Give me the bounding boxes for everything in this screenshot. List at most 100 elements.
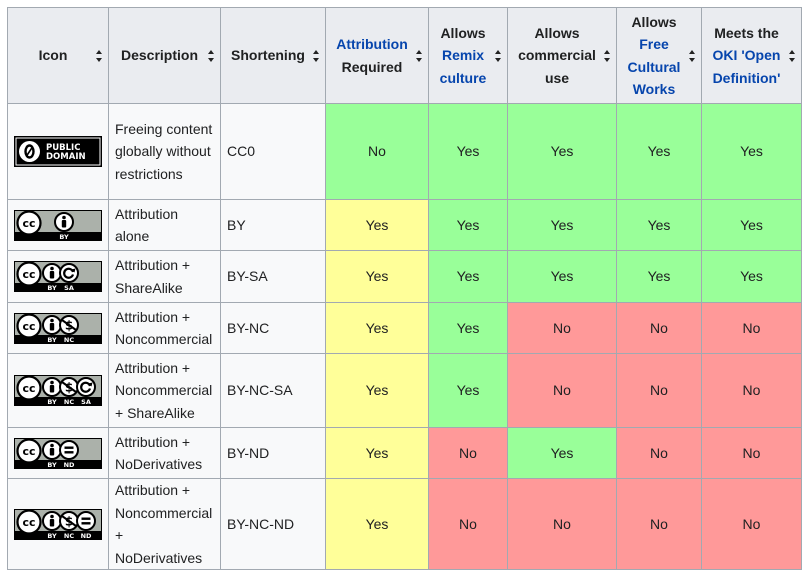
header-link[interactable]: OKI 'Open	[712, 47, 781, 64]
column-header-remix[interactable]: Allows Remix culture	[428, 7, 508, 104]
cell-attribution: Yes	[325, 250, 429, 303]
table-row: cc BY ND Attribution + NoDerivatives BY-ND Ye…	[7, 427, 802, 479]
header-link[interactable]: Works	[632, 81, 676, 97]
cell-remix: Yes	[428, 199, 508, 251]
cell-remix: Yes	[428, 353, 508, 428]
badge-label: SA	[81, 398, 91, 406]
cell-attribution: Yes	[325, 302, 429, 354]
cell-commercial: Yes	[507, 250, 617, 303]
badge-label: BY	[47, 336, 57, 344]
cc-logo-icon: cc	[16, 209, 42, 236]
nc-symbol-icon: $	[59, 314, 79, 335]
sa-symbol-icon	[59, 263, 79, 283]
header-text: Icon	[38, 47, 68, 64]
sort-arrows-icon[interactable]	[789, 49, 796, 62]
cell-free: Yes	[616, 199, 702, 251]
column-header-attribution[interactable]: Attribution Required	[325, 7, 429, 104]
svg-text:cc: cc	[22, 217, 35, 230]
by-symbol-icon	[42, 439, 62, 460]
table-row: cc $BY NC SA Attribution + Noncommercial + S…	[7, 353, 802, 428]
license-description: Attribution + NoDerivatives	[108, 427, 221, 479]
sort-arrows-icon[interactable]	[416, 49, 423, 62]
license-badge-by-nc-icon: cc $BY NC	[14, 312, 102, 344]
svg-text:cc: cc	[22, 268, 35, 281]
license-shortening: BY-ND	[220, 427, 326, 479]
license-icon-cell: cc $BY NC SA	[7, 353, 109, 428]
sort-arrows-icon[interactable]	[208, 49, 215, 62]
nd-symbol-icon	[59, 439, 79, 460]
sort-arrows-icon[interactable]	[96, 49, 103, 62]
nd-symbol-icon	[76, 510, 96, 531]
cc-logo-icon: cc	[16, 375, 42, 401]
badge-label: BY	[47, 461, 57, 469]
table-row: PUBLIC DOMAIN Freeing content globally wit…	[7, 103, 802, 200]
cell-remix: Yes	[428, 103, 508, 200]
badge-label: SA	[64, 284, 74, 292]
column-header-icon[interactable]: Icon	[7, 7, 109, 104]
cell-attribution: Yes	[325, 478, 429, 570]
zero-symbol-icon	[19, 141, 40, 162]
by-symbol-icon	[42, 263, 62, 283]
sort-arrows-icon[interactable]	[313, 49, 320, 62]
header-link[interactable]: culture	[439, 69, 487, 86]
sort-arrows-icon[interactable]	[495, 49, 502, 62]
header-link[interactable]: Cultural	[627, 58, 681, 75]
svg-text:cc: cc	[22, 382, 35, 395]
license-shortening: BY-NC-SA	[220, 353, 326, 428]
cc-logo-icon: cc	[16, 261, 42, 287]
table-row: cc BY Attribution alone BY Yes Yes Yes Yes Yes	[7, 199, 802, 251]
header-link[interactable]: Free	[639, 36, 669, 52]
license-icon-cell: cc BY	[7, 199, 109, 251]
cell-oki: No	[701, 427, 802, 479]
by-symbol-icon	[42, 314, 62, 335]
sort-arrows-icon[interactable]	[689, 49, 696, 62]
header-link[interactable]: Attribution	[336, 36, 408, 52]
badge-label: BY	[47, 284, 57, 292]
column-header-shortening[interactable]: Shortening	[220, 7, 326, 104]
table-row: cc BY SA Attribution + ShareAlike BY-SA Yes Ye…	[7, 250, 802, 303]
badge-label: ND	[81, 532, 92, 540]
cell-remix: No	[428, 478, 508, 570]
cell-free: Yes	[616, 103, 702, 200]
license-shortening: BY-NC-ND	[220, 478, 326, 570]
license-description: Attribution + Noncommercial	[108, 302, 221, 354]
license-icon-cell: PUBLIC DOMAIN	[7, 103, 109, 200]
cell-remix: Yes	[428, 250, 508, 303]
cell-oki: Yes	[701, 250, 802, 303]
cell-attribution: No	[325, 103, 429, 200]
license-description: Freeing content globally without restric…	[108, 103, 221, 200]
badge-label: DOMAIN	[46, 152, 86, 162]
cell-attribution: Yes	[325, 427, 429, 479]
badge-label: NC	[64, 532, 74, 540]
column-header-commercial[interactable]: Allows commercial use	[507, 7, 617, 104]
license-shortening: BY	[220, 199, 326, 251]
by-symbol-icon	[54, 211, 74, 232]
license-description: Attribution + Noncommercial + ShareAlike	[108, 353, 221, 428]
cell-oki: No	[701, 478, 802, 570]
license-badge-by-nc-sa-icon: cc $BY NC SA	[14, 375, 102, 406]
license-badge-by-nc-nd-icon: cc $BY NC ND	[14, 508, 102, 540]
cell-free: No	[616, 427, 702, 479]
badge-label: ND	[64, 461, 75, 469]
cell-oki: Yes	[701, 103, 802, 200]
header-text: Description	[120, 47, 198, 64]
header-text: Allows	[534, 24, 580, 41]
column-header-free[interactable]: Allows Free Cultural Works	[616, 7, 702, 104]
license-icon-cell: cc $BY NC ND	[7, 478, 109, 570]
column-header-oki[interactable]: Meets the OKI 'Open Definition'	[701, 7, 802, 104]
cell-attribution: Yes	[325, 353, 429, 428]
column-header-description[interactable]: Description	[108, 7, 221, 104]
cell-remix: No	[428, 427, 508, 479]
cell-commercial: Yes	[507, 199, 617, 251]
header-text: Shortening	[231, 47, 305, 64]
cell-commercial: No	[507, 353, 617, 428]
sa-symbol-icon	[76, 377, 96, 397]
header-link[interactable]: Remix	[441, 47, 485, 64]
header-row: Icon Description Shortening Attribution Requ…	[7, 7, 802, 104]
license-shortening: BY-SA	[220, 250, 326, 303]
header-link[interactable]: Definition'	[712, 69, 781, 86]
svg-text:cc: cc	[22, 445, 35, 458]
sort-arrows-icon[interactable]	[604, 49, 611, 62]
table-body: PUBLIC DOMAIN Freeing content globally wit…	[7, 103, 802, 570]
